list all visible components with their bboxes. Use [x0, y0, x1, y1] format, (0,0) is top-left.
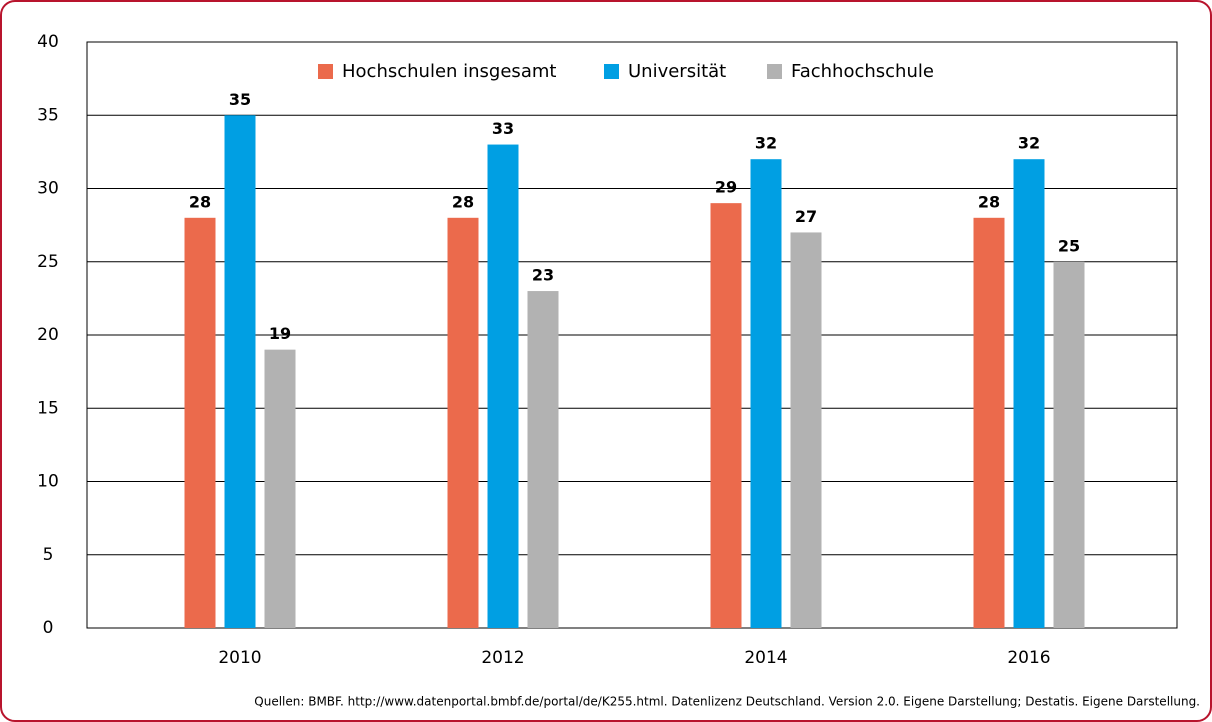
legend-label: Hochschulen insgesamt: [342, 61, 556, 82]
value-label: 19: [269, 324, 291, 343]
bar: [184, 217, 216, 629]
y-tick-label: 35: [37, 105, 59, 125]
y-tick-label: 20: [37, 325, 59, 345]
bar: [224, 115, 256, 628]
y-tick-label: 10: [37, 472, 59, 492]
source-note: Quellen: BMBF. http://www.datenportal.bm…: [254, 695, 1200, 709]
y-tick-label: 40: [37, 32, 59, 52]
bar: [1053, 261, 1085, 628]
bar: [790, 232, 822, 628]
legend-label: Universität: [628, 61, 726, 82]
legend-label: Fachhochschule: [791, 61, 934, 82]
y-tick-label: 15: [37, 398, 59, 418]
value-label: 28: [978, 192, 1000, 211]
bar: [527, 291, 559, 628]
value-label: 32: [755, 134, 777, 153]
x-tick-label: 2010: [218, 648, 261, 668]
bar: [447, 217, 479, 629]
value-label: 29: [715, 178, 737, 197]
legend-swatch: [767, 64, 782, 79]
bar: [973, 217, 1005, 629]
value-label: 25: [1058, 236, 1080, 255]
x-tick-label: 2016: [1007, 648, 1050, 668]
value-label: 32: [1018, 134, 1040, 153]
y-tick-label: 25: [37, 252, 59, 272]
x-tick-label: 2014: [744, 648, 787, 668]
bar: [264, 349, 296, 628]
y-tick-label: 30: [37, 179, 59, 199]
value-label: 33: [492, 119, 514, 138]
bar: [750, 159, 782, 628]
value-label: 23: [532, 266, 554, 285]
legend-swatch: [318, 64, 333, 79]
value-label: 28: [452, 192, 474, 211]
bar: [1013, 159, 1045, 628]
value-label: 28: [189, 192, 211, 211]
value-label: 27: [795, 207, 817, 226]
y-tick-label: 0: [43, 618, 54, 638]
bar: [710, 203, 742, 628]
legend-swatch: [604, 64, 619, 79]
y-tick-label: 5: [43, 545, 54, 565]
bar: [487, 144, 519, 629]
x-tick-label: 2012: [481, 648, 524, 668]
value-label: 35: [229, 90, 251, 109]
